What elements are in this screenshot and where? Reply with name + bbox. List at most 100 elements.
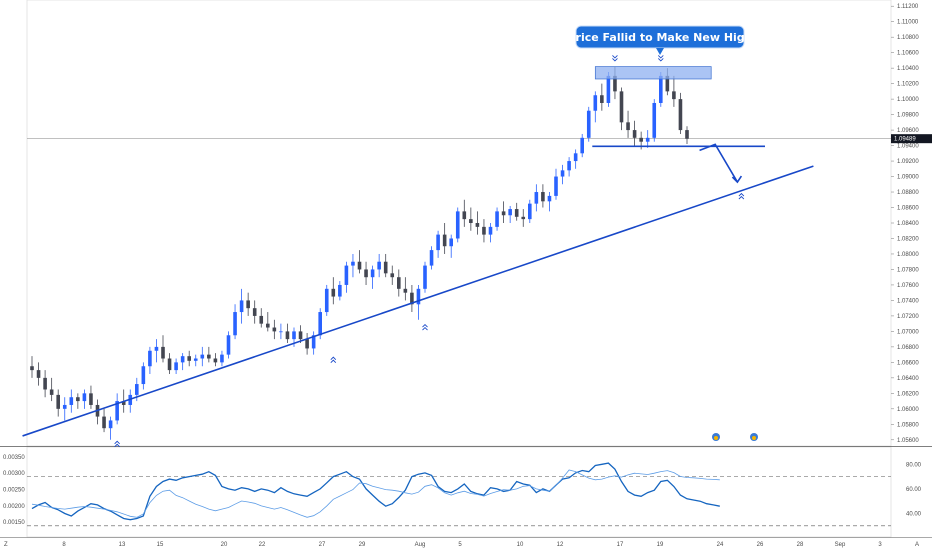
candle-body: [528, 203, 532, 220]
candle: [193, 354, 198, 367]
candle: [377, 253, 381, 278]
candle-body: [266, 323, 270, 328]
candle-body: [357, 261, 362, 270]
osc-left-tick-label: 0.00350: [3, 455, 25, 461]
candle: [102, 408, 106, 433]
uptrend-line[interactable]: [22, 165, 814, 437]
candle: [69, 389, 74, 413]
swing-low-marker: [114, 440, 120, 448]
candle: [455, 207, 460, 243]
current-price-label: 1.09489: [894, 137, 916, 143]
candle: [482, 219, 486, 243]
candle-body: [115, 401, 119, 421]
candle-body: [259, 315, 264, 324]
candle: [554, 168, 558, 200]
candle-body: [82, 393, 87, 402]
candle: [154, 339, 159, 363]
osc-left-tick-label: 0.00250: [3, 488, 25, 494]
candle-body: [436, 234, 440, 251]
time-tick-label: 20: [221, 542, 228, 548]
candle: [180, 353, 185, 371]
price-tick-label: 1.07000: [897, 329, 919, 335]
osc-left-tick-label: 0.00300: [3, 471, 25, 477]
time-tick-label: Sep: [835, 542, 846, 548]
swing-high-marker: [657, 55, 664, 62]
candle: [442, 223, 447, 254]
candle-body: [593, 95, 598, 111]
candle: [534, 184, 539, 212]
candle: [475, 211, 480, 235]
economic-event-icon[interactable]: [750, 433, 758, 441]
time-tick-label: 15: [157, 542, 164, 548]
price-tick-label: 1.09200: [897, 159, 919, 165]
candle: [108, 416, 113, 440]
price-tick-label: 1.06400: [897, 376, 919, 382]
candle: [390, 265, 395, 285]
candle-body: [508, 209, 512, 216]
time-tick-label: 8: [62, 542, 66, 548]
candle: [161, 335, 165, 363]
price-tick-label: 1.06600: [897, 360, 919, 366]
candle: [593, 91, 598, 123]
candle-body: [600, 95, 604, 103]
candle: [488, 223, 493, 243]
price-tick-label: 1.09000: [897, 175, 919, 181]
projection-arrow: [699, 143, 739, 183]
price-tick-label: 1.07600: [897, 283, 919, 289]
candle: [521, 209, 526, 227]
candle-body: [76, 397, 80, 402]
auto-scale-icon[interactable]: A: [915, 542, 919, 548]
candle-body: [410, 292, 414, 305]
time-tick-label: 27: [319, 542, 326, 548]
candle: [246, 292, 250, 316]
candle-body: [292, 331, 296, 340]
candle-body: [108, 420, 113, 429]
osc-left-tick-label: 0.00200: [3, 504, 25, 510]
current-price-badge: 1.09489: [891, 134, 932, 144]
economic-event-icon[interactable]: [712, 433, 720, 441]
candle-body: [665, 75, 670, 92]
candle: [174, 358, 178, 374]
candle-body: [547, 195, 552, 202]
candle: [462, 199, 467, 227]
candle-body: [403, 288, 408, 293]
candle-body: [154, 346, 159, 351]
candle-body: [534, 192, 539, 204]
candle-body: [580, 137, 584, 154]
osc-right-tick-label: 40.00: [906, 512, 922, 518]
candle-body: [659, 75, 663, 103]
candle: [560, 164, 565, 185]
candle-body: [56, 394, 60, 409]
candle-body: [639, 137, 643, 142]
candle: [43, 370, 47, 398]
candle-body: [193, 358, 198, 361]
candle: [416, 284, 421, 320]
candle-body: [220, 354, 224, 363]
candle-body: [390, 273, 395, 278]
candle-body: [30, 366, 34, 371]
candle: [56, 389, 60, 417]
time-tick-label: 24: [717, 542, 724, 548]
candle-body: [252, 308, 257, 316]
candle-body: [324, 288, 329, 313]
price-tick-label: 1.08600: [897, 206, 919, 212]
oscillator-series: 0.00350 0.00300 0.00250 0.00200 0.00150 80.00…: [3, 455, 922, 526]
price-tick-label: 1.10200: [897, 82, 919, 88]
swing-low-marker: [422, 323, 428, 331]
candle-body: [246, 300, 250, 309]
time-tick-label: 17: [617, 542, 624, 548]
candle-body: [200, 354, 205, 359]
candle: [619, 87, 624, 131]
price-tick-label: 1.05600: [897, 438, 919, 444]
osc-series-line: [31, 462, 720, 521]
candle-body: [338, 284, 342, 297]
candle-body: [423, 265, 427, 289]
candle-body: [469, 219, 473, 223]
candle: [82, 389, 87, 409]
candle: [469, 207, 473, 231]
candle: [423, 261, 427, 293]
annotations: [22, 55, 814, 448]
zoom-icon[interactable]: Z: [4, 542, 8, 548]
resistance-zone[interactable]: [594, 66, 712, 80]
